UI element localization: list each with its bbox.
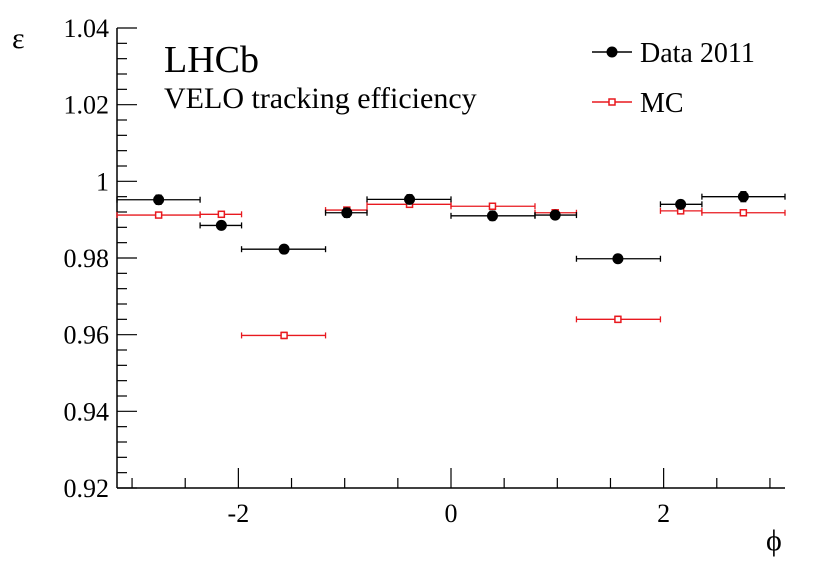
data-point <box>366 193 452 205</box>
data-point <box>240 243 327 255</box>
mc-marker <box>614 315 622 324</box>
data-point <box>575 253 662 265</box>
axis-ticks <box>117 27 771 489</box>
mc-point <box>116 211 201 219</box>
x-tick-label: -2 <box>228 499 250 528</box>
data-marker <box>341 207 353 219</box>
mc-point <box>701 209 786 217</box>
mc-point <box>575 315 662 324</box>
x-tick-label: 2 <box>657 499 670 528</box>
mc-marker <box>488 202 497 210</box>
y-tick-label: 0.96 <box>64 321 110 350</box>
legend: Data 2011 MC <box>592 38 755 119</box>
mc-point <box>199 210 243 219</box>
legend-data-label: Data 2011 <box>640 38 755 69</box>
y-tick-label: 1.02 <box>64 91 110 120</box>
data-marker <box>737 191 749 203</box>
y-tick-label: 0.94 <box>64 397 110 426</box>
data-marker <box>675 198 687 210</box>
legend-data-marker <box>606 46 618 58</box>
axis-tick-labels: 0.92 0.94 0.96 0.98 1 1.02 1.04 -2 0 2 <box>64 14 671 528</box>
data-point <box>199 219 243 231</box>
data-marker <box>278 243 290 255</box>
data-point <box>534 209 578 221</box>
mc-point <box>450 202 536 210</box>
legend-item-mc: MC <box>592 88 684 119</box>
data-marker <box>404 193 416 205</box>
data-marker <box>486 210 498 222</box>
y-axis-label: ε <box>12 22 25 55</box>
mc-marker <box>154 211 163 219</box>
y-tick-label: 1 <box>96 167 109 196</box>
chart-title: LHCb <box>164 39 259 81</box>
data-marker <box>215 219 227 231</box>
x-axis-label: ϕ <box>766 524 782 557</box>
mc-point <box>240 331 327 340</box>
y-tick-label: 0.92 <box>64 474 110 503</box>
y-tick-label: 1.04 <box>64 14 110 43</box>
legend-mc-label: MC <box>640 88 684 119</box>
data-point <box>659 198 703 210</box>
legend-mc-marker <box>608 98 616 106</box>
data-marks <box>116 191 786 340</box>
legend-item-data: Data 2011 <box>592 38 755 69</box>
data-marker <box>612 253 624 265</box>
data-point <box>701 191 786 203</box>
y-tick-label: 0.98 <box>64 244 110 273</box>
chart-subtitle: VELO tracking efficiency <box>164 82 477 115</box>
mc-marker <box>739 209 748 217</box>
data-point <box>324 207 368 219</box>
data-point <box>116 194 201 206</box>
mc-marker <box>280 331 288 340</box>
data-marker <box>153 194 165 206</box>
x-tick-label: 0 <box>445 499 458 528</box>
mc-marker <box>217 210 226 219</box>
data-marker <box>549 209 561 221</box>
